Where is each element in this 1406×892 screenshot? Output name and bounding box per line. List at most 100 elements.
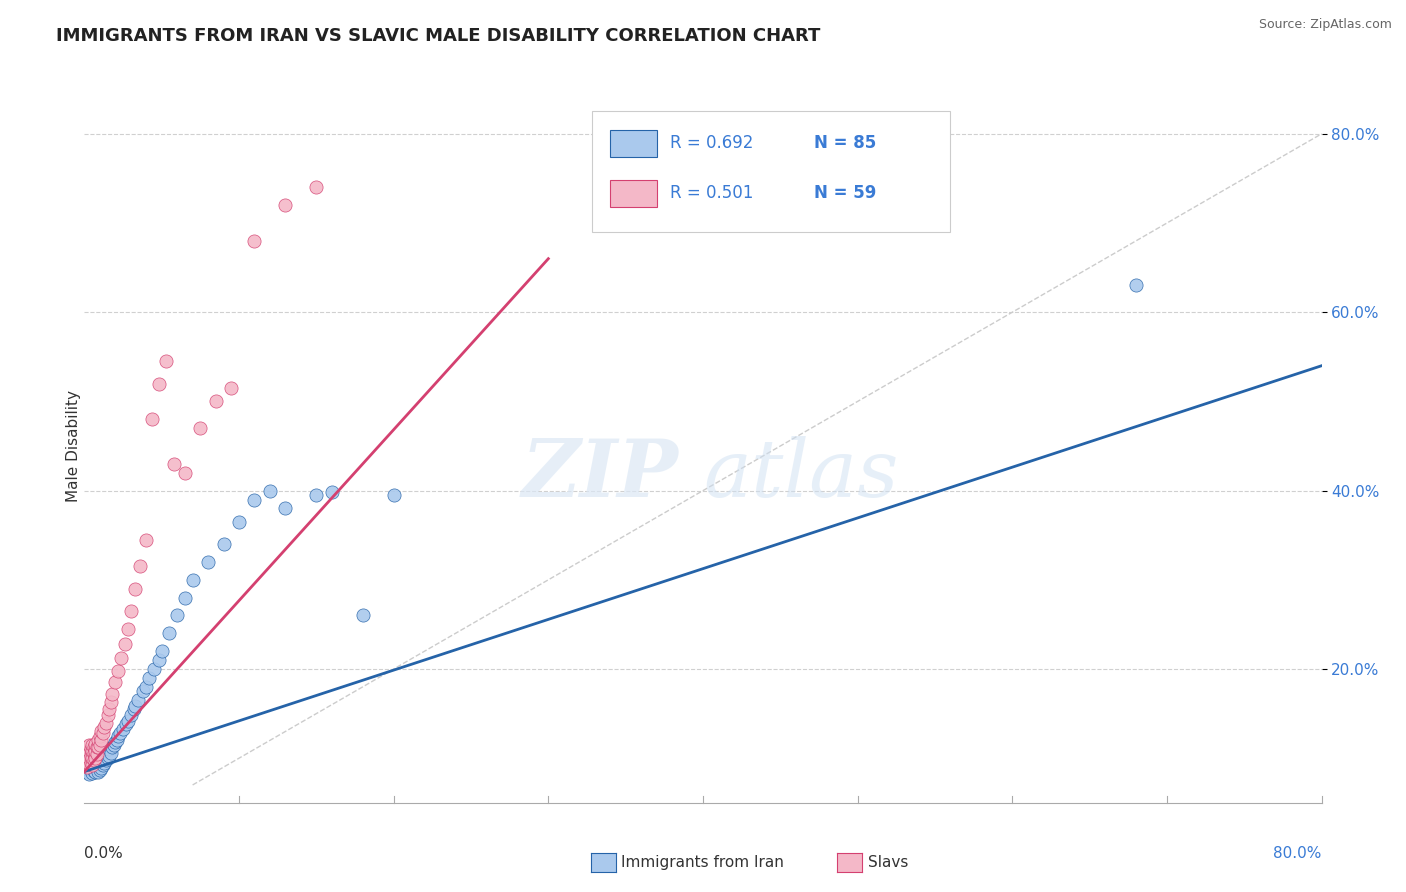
Point — [91, 726, 114, 740]
Point — [87, 733, 110, 747]
FancyBboxPatch shape — [610, 180, 657, 207]
Point — [90, 761, 112, 775]
Point — [163, 457, 186, 471]
Point — [150, 644, 173, 658]
Point — [98, 702, 121, 716]
Point — [155, 354, 177, 368]
Point — [1125, 278, 1147, 293]
Point — [148, 376, 170, 391]
Text: ZIP: ZIP — [522, 436, 678, 513]
Point — [77, 753, 100, 767]
Text: R = 0.692: R = 0.692 — [669, 135, 754, 153]
Point — [274, 198, 297, 212]
Text: 80.0%: 80.0% — [1274, 846, 1322, 861]
Point — [82, 758, 104, 772]
Point — [89, 751, 111, 765]
Point — [174, 591, 197, 605]
Point — [76, 740, 98, 755]
Point — [86, 747, 108, 761]
Point — [274, 501, 297, 516]
Point — [174, 466, 197, 480]
Point — [84, 751, 107, 765]
Point — [188, 421, 211, 435]
Point — [205, 394, 228, 409]
Point — [132, 684, 155, 698]
Point — [98, 748, 121, 763]
Point — [100, 695, 122, 709]
Point — [219, 381, 242, 395]
Point — [83, 745, 105, 759]
Point — [86, 743, 108, 757]
Point — [138, 671, 160, 685]
Text: R = 0.501: R = 0.501 — [669, 185, 754, 202]
Point — [77, 747, 100, 761]
Point — [76, 756, 98, 770]
Point — [94, 747, 117, 761]
Point — [90, 733, 112, 747]
Point — [115, 717, 138, 731]
Point — [79, 744, 101, 758]
Point — [77, 760, 100, 774]
Point — [75, 758, 97, 772]
Point — [382, 488, 405, 502]
Text: N = 59: N = 59 — [814, 185, 877, 202]
Point — [79, 749, 101, 764]
Point — [83, 753, 105, 767]
Point — [89, 729, 111, 743]
Point — [112, 722, 135, 736]
Point — [76, 760, 98, 774]
Y-axis label: Male Disability: Male Disability — [66, 390, 80, 502]
Point — [87, 759, 110, 773]
Point — [76, 754, 98, 768]
Point — [212, 537, 235, 551]
Point — [84, 744, 107, 758]
Point — [75, 753, 97, 767]
Point — [86, 762, 108, 776]
Point — [104, 675, 127, 690]
Point — [82, 754, 104, 768]
Point — [89, 745, 111, 759]
Point — [83, 764, 105, 778]
Text: IMMIGRANTS FROM IRAN VS SLAVIC MALE DISABILITY CORRELATION CHART: IMMIGRANTS FROM IRAN VS SLAVIC MALE DISA… — [56, 27, 821, 45]
Point — [243, 234, 266, 248]
Point — [76, 747, 98, 761]
Text: Slavs: Slavs — [868, 855, 908, 870]
Point — [82, 759, 104, 773]
Point — [76, 762, 98, 776]
Point — [83, 757, 105, 772]
Point — [89, 738, 111, 752]
Point — [124, 699, 146, 714]
FancyBboxPatch shape — [610, 130, 657, 157]
Point — [124, 582, 146, 596]
Text: 0.0%: 0.0% — [84, 846, 124, 861]
Point — [107, 664, 129, 678]
Point — [110, 651, 132, 665]
Point — [77, 738, 100, 752]
Point — [103, 738, 125, 752]
Point — [228, 515, 250, 529]
Point — [100, 746, 122, 760]
Point — [89, 756, 111, 771]
Point — [84, 764, 107, 779]
Point — [117, 714, 139, 728]
Point — [143, 662, 166, 676]
Point — [87, 753, 110, 767]
Text: atlas: atlas — [703, 436, 898, 513]
Point — [91, 752, 114, 766]
Point — [181, 573, 204, 587]
Point — [166, 608, 188, 623]
Point — [321, 485, 343, 500]
Point — [105, 733, 128, 747]
Point — [91, 758, 114, 772]
Point — [77, 751, 100, 765]
Point — [108, 726, 131, 740]
Point — [352, 608, 374, 623]
Point — [75, 758, 97, 772]
Point — [83, 750, 105, 764]
Point — [305, 488, 328, 502]
Text: Immigrants from Iran: Immigrants from Iran — [621, 855, 785, 870]
Point — [120, 708, 142, 723]
Point — [82, 742, 104, 756]
Point — [90, 748, 112, 763]
Point — [84, 746, 107, 760]
